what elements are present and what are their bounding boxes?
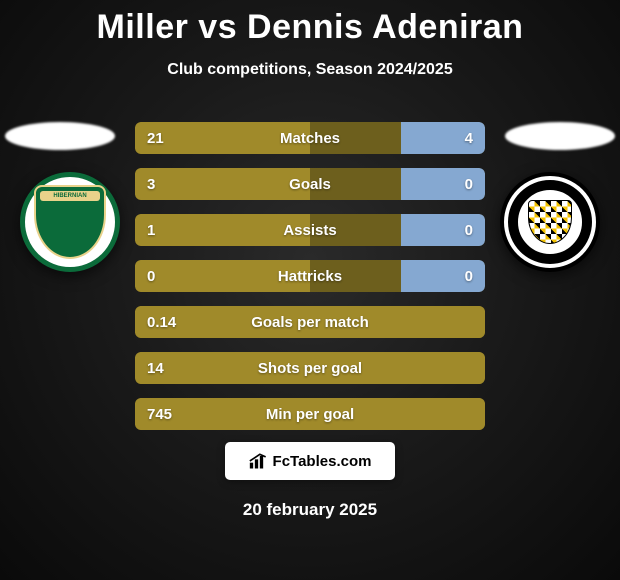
stat-row: 0.14Goals per match [135,306,485,338]
footer-badge[interactable]: FcTables.com [225,442,395,480]
stat-value-right: 0 [425,222,485,239]
stat-value-left: 0 [135,268,195,285]
spotlight-right [505,122,615,150]
stat-value-left: 3 [135,176,195,193]
stat-value-right: 4 [425,130,485,147]
stat-value-left: 21 [135,130,195,147]
stat-value-right: 0 [425,268,485,285]
stat-row: 14Shots per goal [135,352,485,384]
stat-label: Goals per match [195,314,425,331]
stat-value-left: 14 [135,360,195,377]
club-crest-right [500,172,600,272]
spotlight-left [5,122,115,150]
chart-icon [249,452,269,470]
stat-label: Assists [195,222,425,239]
club-crest-left: HIBERNIAN [20,172,120,272]
stat-row: 1Assists0 [135,214,485,246]
stat-bars: 21Matches43Goals01Assists00Hattricks00.1… [135,122,485,444]
stat-label: Hattricks [195,268,425,285]
subtitle: Club competitions, Season 2024/2025 [0,61,620,79]
stat-row: 745Min per goal [135,398,485,430]
stat-row: 21Matches4 [135,122,485,154]
footer-brand-text: FcTables.com [273,453,372,470]
stat-label: Min per goal [195,406,425,423]
crest-left-band: HIBERNIAN [40,191,100,201]
stat-label: Shots per goal [195,360,425,377]
crest-left-shield: HIBERNIAN [34,185,106,259]
stat-value-left: 0.14 [135,314,195,331]
stat-value-left: 745 [135,406,195,423]
date-text: 20 february 2025 [0,500,620,520]
stat-value-right: 0 [425,176,485,193]
page-title: Miller vs Dennis Adeniran [0,0,620,47]
crest-right-checker [528,200,572,244]
stat-row: 0Hattricks0 [135,260,485,292]
stat-row: 3Goals0 [135,168,485,200]
stat-value-left: 1 [135,222,195,239]
stat-label: Goals [195,176,425,193]
crest-right-ring [508,180,592,264]
stat-label: Matches [195,130,425,147]
